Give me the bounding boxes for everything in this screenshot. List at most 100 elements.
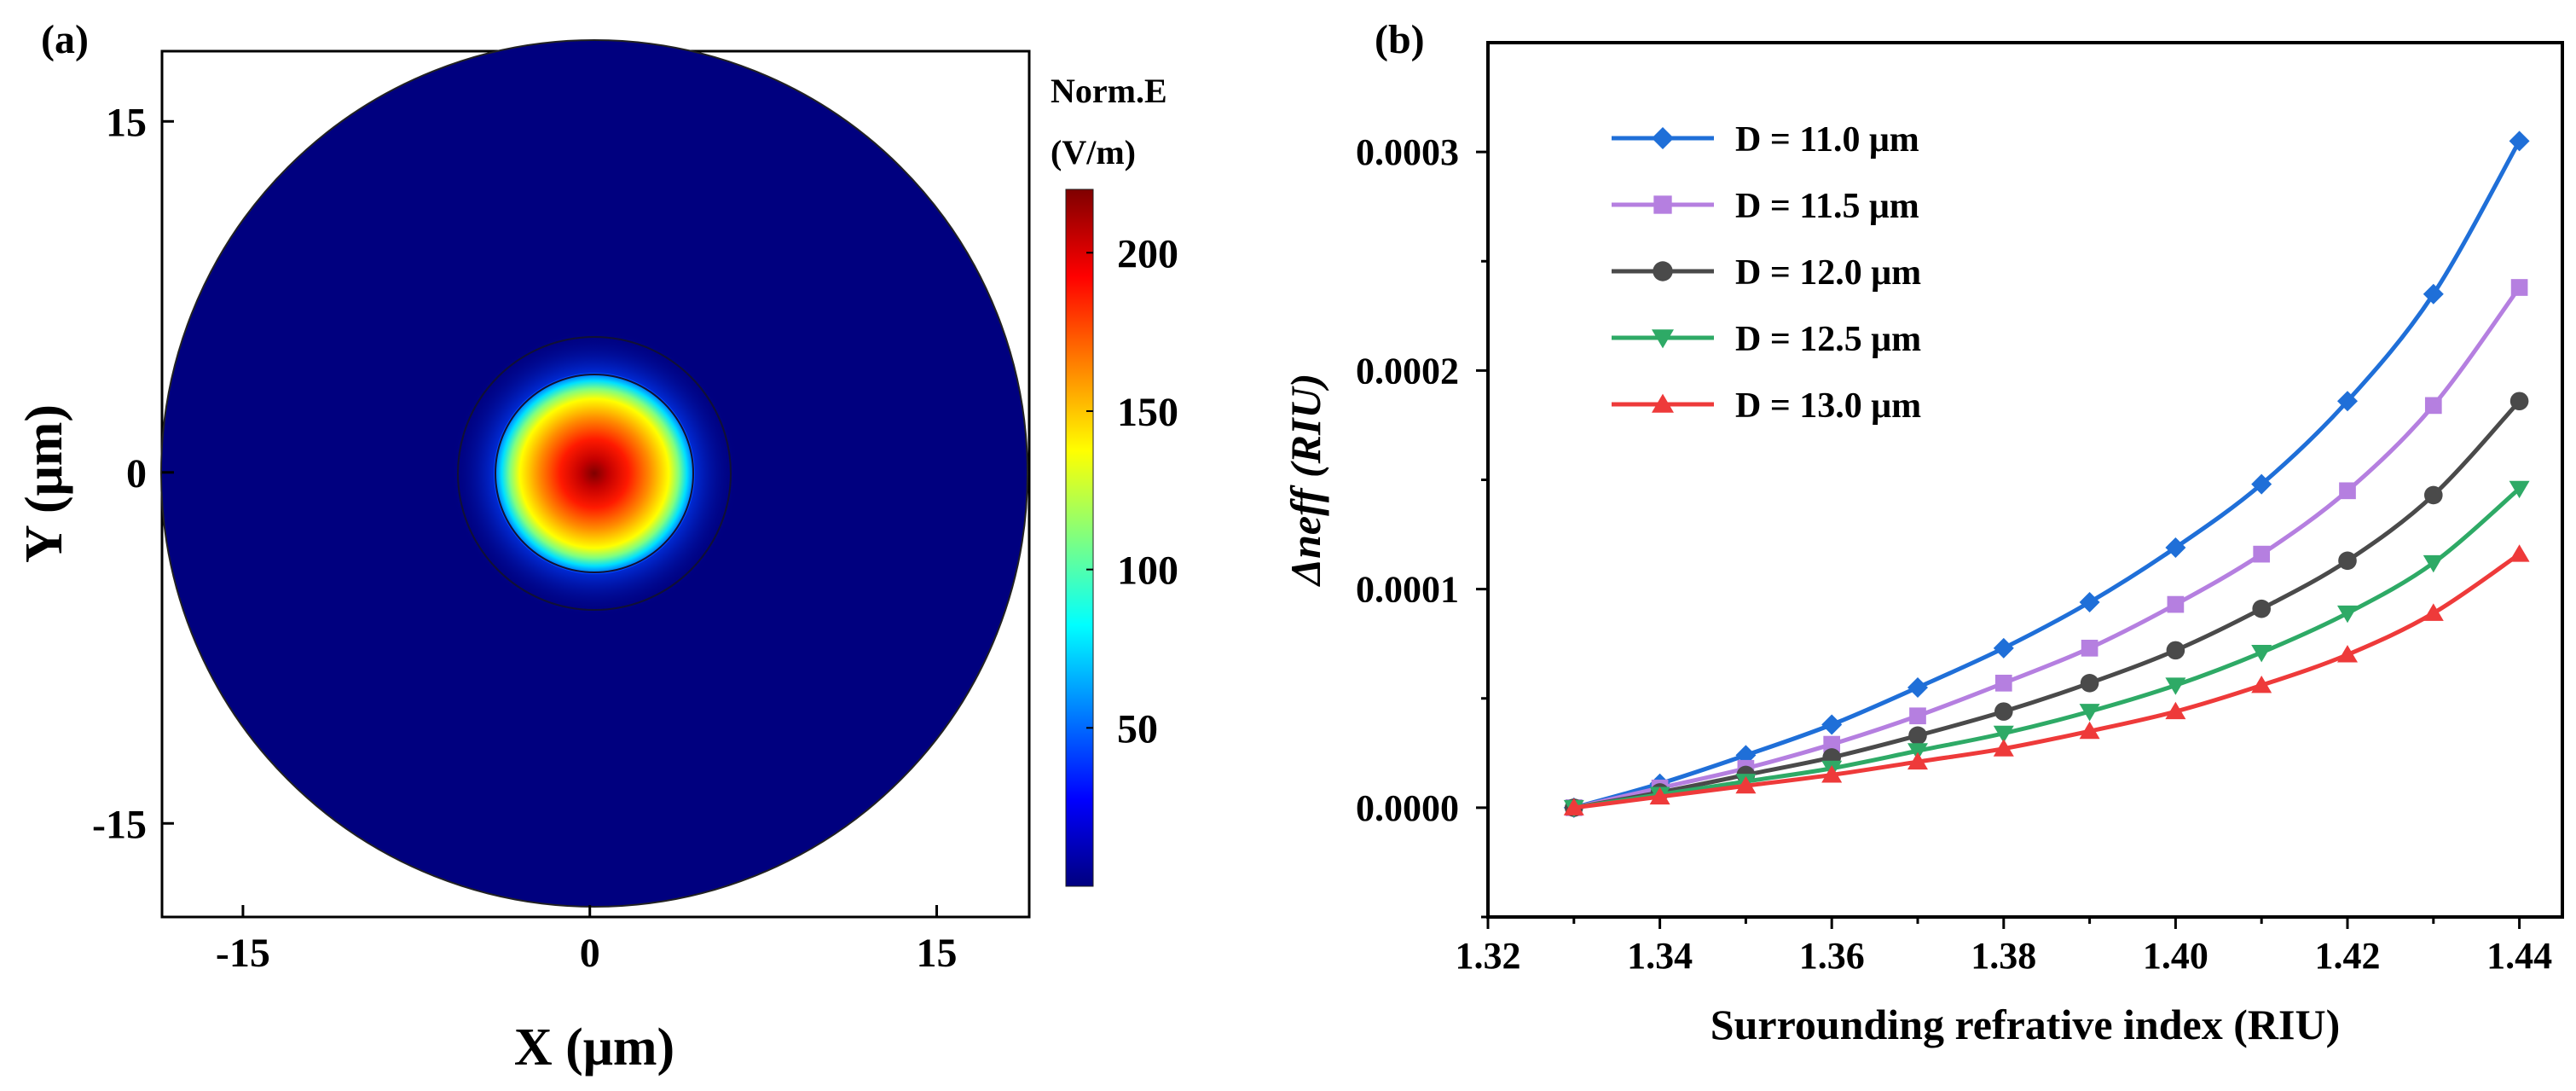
legend-label: D = 11.5 μm <box>1735 187 1919 226</box>
data-point <box>2423 283 2444 305</box>
data-point <box>2424 485 2443 505</box>
data-point <box>1907 743 1928 761</box>
y-tick-label: 0.0003 <box>1356 131 1459 173</box>
data-point <box>1907 752 1928 770</box>
series-5 <box>1563 544 2530 815</box>
legend-label: D = 11.0 μm <box>1735 120 1919 160</box>
panel-a: (a) -15 0 15 150-15 X (μm) Y (μm) Norm.E (… <box>15 17 1178 1076</box>
data-point <box>2423 554 2444 573</box>
panel-a-label: (a) <box>41 17 89 62</box>
data-point <box>1993 739 2014 757</box>
colorbar <box>1065 189 1094 887</box>
data-point <box>1909 707 1926 725</box>
panel-b-series <box>1563 131 2530 818</box>
series-line <box>1573 552 2521 810</box>
data-point <box>2337 605 2358 624</box>
data-point <box>2337 645 2358 663</box>
x-tick-label: -15 <box>216 931 270 976</box>
panel-a-y-title: Y (μm) <box>15 404 73 563</box>
data-point <box>2339 482 2356 500</box>
panel-b: (b) 1.32 1.34 1.36 1.38 1.40 1.42 1.44 0.00000… <box>1282 17 2564 1048</box>
legend-marker <box>1653 261 1673 281</box>
mode-core-field <box>494 373 695 574</box>
data-point <box>2079 592 2100 612</box>
legend-marker <box>1652 127 1674 149</box>
data-point <box>2165 701 2186 720</box>
colorbar-tick-label: 150 <box>1117 390 1178 435</box>
y-tick-label: 0.0001 <box>1356 569 1459 611</box>
x-tick-label: 15 <box>917 931 958 976</box>
data-point <box>2509 131 2530 152</box>
core-boundary-outer <box>457 336 732 611</box>
legend-marker <box>1653 195 1672 214</box>
data-point <box>2337 391 2358 412</box>
data-point <box>1649 786 1670 805</box>
y-tick-label: 0.0002 <box>1356 350 1459 392</box>
panel-b-label: (b) <box>1375 17 1425 62</box>
y-tick-label: -15 <box>92 802 147 847</box>
data-point <box>1993 725 2014 744</box>
data-point <box>2079 704 2100 722</box>
panel-a-y-ticks: 15 0 -15 <box>92 100 174 847</box>
data-point <box>2165 677 2186 695</box>
x-tick-label: 1.42 <box>2315 935 2381 977</box>
data-point <box>2338 551 2357 571</box>
legend-item: D = 11.5 μm <box>1612 187 1919 226</box>
data-point <box>2167 595 2185 613</box>
data-point <box>2424 397 2442 415</box>
panel-b-y-title: Δneff (RIU) <box>1282 374 1329 587</box>
y-tick-label: 15 <box>106 100 147 145</box>
data-point <box>2079 721 2100 740</box>
data-point <box>2251 644 2272 663</box>
panel-b-x-title: Surrounding refrative index (RIU) <box>1711 1001 2340 1048</box>
data-point <box>1907 676 1928 698</box>
legend-item: D = 11.0 μm <box>1612 120 1919 160</box>
colorbar-title-line1: Norm.E <box>1051 72 1167 110</box>
panel-b-x-ticks: 1.32 1.34 1.36 1.38 1.40 1.42 1.44 <box>1456 917 2552 977</box>
data-point <box>1993 637 2014 659</box>
data-point <box>1821 714 1843 735</box>
data-point <box>2081 639 2098 657</box>
x-tick-label: 1.32 <box>1456 935 1521 977</box>
data-point <box>2165 537 2186 558</box>
colorbar-ticks: 50 100 150 200 <box>1086 231 1178 752</box>
data-point <box>2253 545 2271 563</box>
mode-field-heatmap <box>160 39 1028 908</box>
panel-a-x-title: X (μm) <box>514 1018 674 1076</box>
legend: D = 11.0 μm D = 11.5 μm D = 12.0 μm D = 12.… <box>1612 120 1921 426</box>
y-tick-label: 0.0000 <box>1356 787 1459 829</box>
legend-item: D = 12.0 μm <box>1612 253 1921 293</box>
legend-label: D = 12.5 μm <box>1735 320 1921 359</box>
data-point <box>2510 279 2528 296</box>
x-tick-label: 0 <box>580 931 600 976</box>
x-tick-label: 1.34 <box>1627 935 1693 977</box>
y-tick-label: 0 <box>126 451 147 496</box>
series-line <box>1573 486 2521 810</box>
data-point <box>2252 599 2271 618</box>
legend-marker <box>1652 329 1674 349</box>
line-plot-frame <box>1486 41 2564 919</box>
colorbar-tick-label: 200 <box>1117 231 1178 276</box>
legend-item: D = 13.0 μm <box>1612 386 1921 426</box>
data-point <box>1821 765 1843 783</box>
colorbar-tick-label: 100 <box>1117 548 1178 594</box>
colorbar-title-line2: (V/m) <box>1051 133 1136 171</box>
x-tick-label: 1.38 <box>1971 935 2036 977</box>
data-point <box>1823 735 1841 753</box>
x-tick-label: 1.36 <box>1799 935 1865 977</box>
data-point <box>2166 641 2185 660</box>
colorbar-tick-label: 50 <box>1117 706 1158 752</box>
data-point <box>2509 480 2530 499</box>
x-tick-label: 1.44 <box>2486 935 2552 977</box>
series-4 <box>1563 480 2530 818</box>
core-boundary-inner <box>495 374 694 573</box>
data-point <box>1563 798 1584 815</box>
data-point <box>2509 392 2529 411</box>
data-point <box>2509 544 2530 562</box>
data-point <box>1908 726 1927 746</box>
data-point <box>2080 674 2099 693</box>
data-point <box>2251 473 2272 495</box>
legend-label: D = 13.0 μm <box>1735 386 1921 426</box>
data-point <box>1735 775 1757 794</box>
